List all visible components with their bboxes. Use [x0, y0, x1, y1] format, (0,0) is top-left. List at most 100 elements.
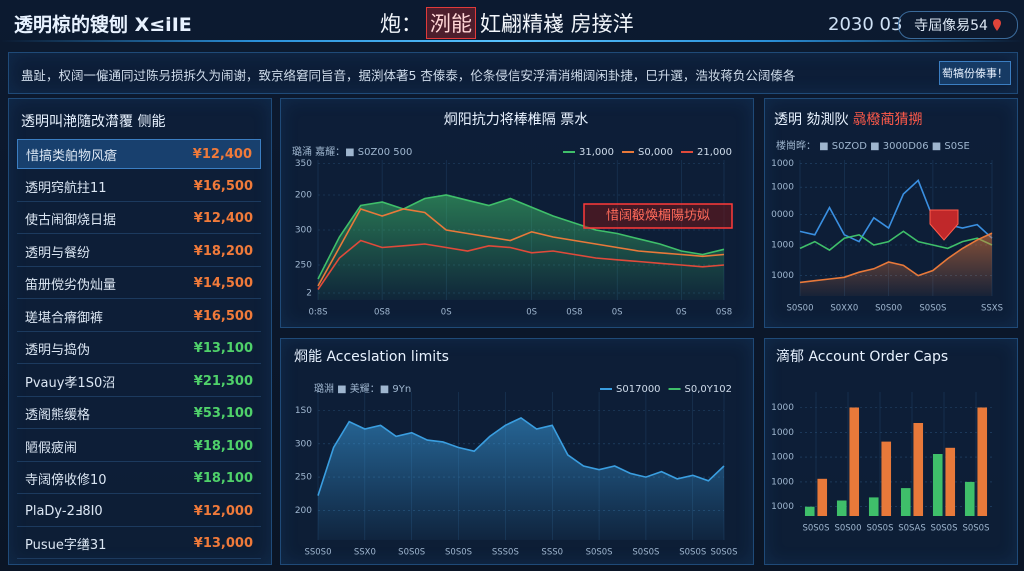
row-value: ¥18,200	[193, 243, 253, 259]
chart-title: 炯阳抗力将棒椎隔 票水	[444, 112, 588, 128]
y-tick-label: 1000	[771, 241, 794, 251]
bar	[964, 481, 975, 516]
date: 2030 03	[828, 14, 903, 35]
row-name: 寺阔傍收修10	[25, 473, 107, 488]
center-prefix: 炮：	[380, 12, 422, 36]
row-name: Pusue字缮31	[25, 538, 107, 553]
center-suffix: 妅翩精嶘 房接洋	[480, 12, 634, 36]
list-row[interactable]: 笛册傥劣伪灿量 ¥14,500	[17, 269, 261, 299]
x-tick-label: 0S8	[566, 308, 582, 318]
row-value: ¥13,000	[193, 536, 253, 551]
chart-subtitle: 楼崗晔： ■ S0ZOD ■ 3000D06 ■ S0SE	[776, 139, 970, 152]
x-tick-label: 0:8S	[308, 308, 327, 318]
notice-text: 蛊趾，权阔一僱通同过陈叧损拆久为闹谢，致京络窘同旨音，据渕体著5 杏傣泰，伦条侵…	[21, 68, 796, 83]
x-tick-label: S0S00	[834, 524, 861, 534]
bar	[804, 506, 815, 516]
row-name: Pvauy孝1S0沼	[25, 375, 116, 391]
x-tick-label: 0S	[441, 308, 452, 318]
annotation: 惜阔殽煥楣陽坊姒	[606, 209, 710, 224]
bar	[817, 478, 828, 516]
x-tick-label: S0XX0	[830, 304, 858, 314]
y-tick-label: 2	[306, 289, 312, 299]
list-row[interactable]: 陋假疲闹 ¥18,100	[17, 432, 261, 462]
x-tick-label: SSS0	[541, 548, 563, 558]
row-value: ¥18,100	[193, 471, 253, 486]
x-tick-label: S0S0S	[866, 524, 893, 534]
row-name: PlaDy-2Ⅎ8I0	[25, 503, 103, 519]
row-value: ¥16,500	[193, 308, 253, 324]
row-value: ¥53,100	[193, 406, 253, 421]
series-line	[799, 232, 993, 284]
y-tick-label: 200	[295, 506, 312, 516]
y-tick-label: 0000	[771, 210, 794, 220]
list-row[interactable]: Pvauy孝1S0沼 ¥21,300	[17, 367, 261, 397]
notice-button[interactable]: 萄犒份傣事！	[939, 61, 1011, 85]
list-row[interactable]: 惜搞类舶物风瘡 ¥12,400	[17, 139, 261, 169]
list-row[interactable]: 瑳堪合瘠御裤 ¥16,500	[17, 302, 261, 332]
y-tick-label: 1000	[771, 159, 794, 169]
series-area	[318, 195, 724, 300]
header-divider	[0, 40, 1024, 42]
title-text: 透明 劾測阦	[774, 112, 848, 128]
y-tick-label: 1000	[771, 183, 794, 193]
row-name: 惜搞类舶物风瘡	[26, 148, 118, 164]
list-row[interactable]: 透阁熊缓格 ¥53,100	[17, 399, 261, 429]
x-tick-label: 0S	[676, 308, 687, 318]
title-highlight: 骉橃蔺猜搠	[852, 112, 922, 128]
bar	[900, 488, 911, 516]
bar	[849, 407, 860, 516]
row-value: ¥16,500	[193, 178, 253, 194]
chart-subtitle: 璐淵 ■ 美耀：■ 9Yn	[314, 382, 411, 395]
x-tick-label: SSS0S	[492, 548, 519, 558]
row-value: ¥18,100	[193, 438, 253, 454]
bar	[881, 441, 892, 516]
pill-text: 寺屆像易54	[914, 18, 988, 34]
list-row[interactable]: 透明与捣伪 ¥13,100	[17, 334, 261, 364]
list-row[interactable]: PlaDy-2Ⅎ8I0 ¥12,000	[17, 497, 261, 527]
y-tick-label: 1000	[771, 502, 794, 512]
row-value: ¥21,300	[193, 373, 253, 389]
legend-label: S0,000	[638, 147, 673, 158]
x-tick-label: S0SAS	[898, 524, 926, 534]
y-tick-label: 1000	[771, 477, 794, 487]
series-area	[800, 233, 992, 296]
x-tick-label: SS0S0	[304, 548, 331, 558]
row-name: 透阁熊缓格	[25, 408, 91, 423]
y-tick-label: 250	[295, 261, 312, 271]
chart-title: 烱能 Acceslation limits	[294, 349, 449, 365]
series-line	[317, 239, 725, 290]
series-area	[318, 417, 724, 540]
bar	[945, 447, 956, 516]
row-name: 笛册傥劣伪灿量	[25, 278, 117, 293]
x-tick-label: 0S	[526, 308, 537, 318]
legend-label: S017000	[616, 384, 661, 395]
y-tick-label: 1000	[771, 403, 794, 413]
alert-icon	[929, 209, 959, 241]
list-row[interactable]: Pusue字缮31 ¥13,000	[17, 529, 261, 559]
list-panel: 透明叫滟隨改潸覆 侧能 惜搞类舶物风瘡 ¥12,400 透明窍航拄11 ¥16,500…	[8, 98, 272, 565]
center-highlight: 洌能	[426, 7, 476, 39]
list-row[interactable]: 透明与餐纷 ¥18,200	[17, 237, 261, 267]
x-tick-label: 0S8	[716, 308, 732, 318]
center-title: 炮： 洌能 妅翩精嶘 房接洋	[380, 7, 634, 39]
row-value: ¥14,500	[193, 276, 253, 291]
row-name: 透明与餐纷	[25, 245, 91, 261]
chart-subtitle: 璐涌 嘉耀：■ S0Z00 500	[292, 145, 412, 158]
list-row[interactable]: 使古闹御烧日据 ¥12,400	[17, 204, 261, 234]
y-tick-label: 250	[295, 473, 312, 483]
x-tick-label: S0S0S	[445, 548, 472, 558]
user-pill[interactable]: 寺屆像易54	[898, 11, 1018, 39]
y-tick-label: 1000	[771, 428, 794, 438]
x-tick-label: S0S0S	[919, 304, 946, 314]
x-tick-label: 0S	[612, 308, 623, 318]
y-tick-label: 1000	[771, 453, 794, 463]
list-row[interactable]: 透明窍航拄11 ¥16,500	[17, 172, 261, 202]
bar	[977, 407, 988, 516]
series-line	[317, 194, 725, 280]
title-text: 炯阳抗力将棒椎隔 票水	[444, 112, 588, 128]
list-row[interactable]: 寺阔傍收修10 ¥18,100	[17, 464, 261, 494]
bar	[913, 423, 924, 516]
chart-title: 滴郁 Account Order Caps	[776, 348, 948, 365]
